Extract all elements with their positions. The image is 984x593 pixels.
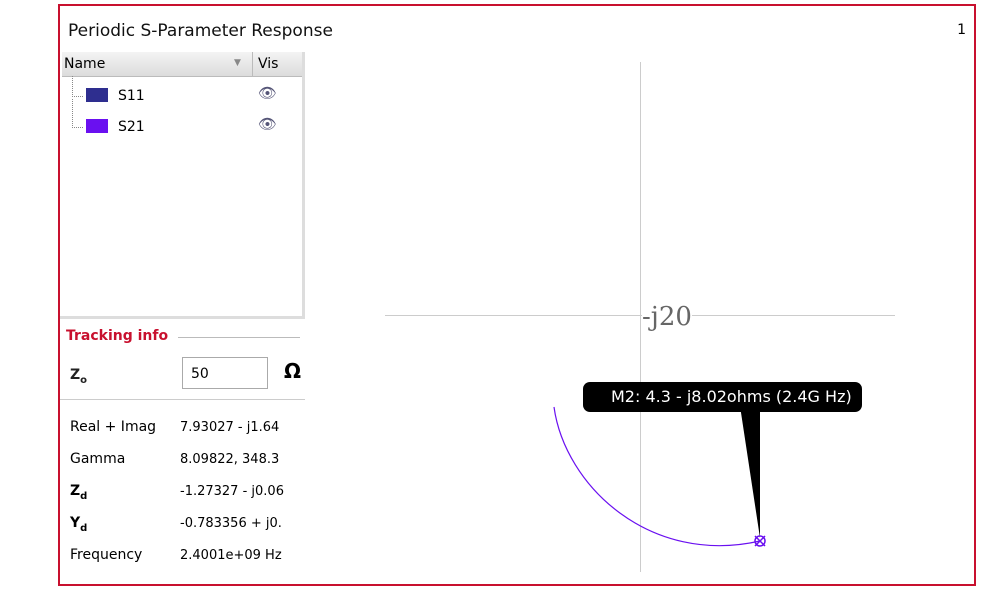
label-main: Z	[70, 483, 81, 499]
item-label: S21	[118, 119, 145, 135]
tree-panel: Name ▼ Vis S11 👁 S21 👁	[62, 52, 305, 317]
window: Periodic S-Parameter Response 1 Name ▼ V…	[58, 4, 976, 586]
visibility-icon[interactable]: 👁	[258, 84, 278, 102]
crosshair-h	[385, 315, 895, 316]
label-sub: d	[80, 490, 88, 502]
marker-cross	[754, 535, 766, 547]
tracking-title: Tracking info	[66, 328, 169, 344]
window-title: Periodic S-Parameter Response	[68, 21, 333, 41]
tree-line	[72, 76, 83, 97]
visibility-icon[interactable]: 👁	[258, 115, 278, 133]
tree-item[interactable]: S11 👁	[62, 76, 302, 108]
label-main: Real + Imag	[70, 419, 157, 435]
z0-input[interactable]: 50	[182, 357, 268, 389]
z0-sub: o	[80, 374, 88, 386]
tooltip-pointer	[740, 406, 760, 538]
axis-label: -j20	[642, 302, 692, 332]
trace	[553, 406, 761, 547]
separator	[178, 337, 300, 338]
row-label: Real + Imag	[70, 419, 156, 435]
tracking-panel: Tracking info Zo 50 Ω Real + Imag 7.93027…	[60, 316, 305, 587]
crosshair-v	[640, 62, 641, 572]
tree-item[interactable]: S21 👁	[62, 99, 302, 139]
z0-label: Zo	[70, 367, 87, 386]
marker[interactable]	[754, 535, 766, 547]
row-value: 8.09822, 348.3	[180, 452, 280, 467]
row-label: Frequency	[70, 547, 142, 563]
row-label: Zd	[70, 483, 87, 502]
row-value: 7.93027 - j1.64	[180, 420, 280, 435]
marker-tooltip: M2: 4.3 - j8.02ohms (2.4G Hz)	[583, 382, 862, 412]
tree-line	[72, 99, 83, 128]
label-main: Y	[70, 515, 81, 531]
label-main: Frequency	[70, 547, 143, 563]
row-label: Yd	[70, 515, 87, 534]
z0-unit: Ω	[284, 359, 302, 383]
swatch	[86, 119, 108, 133]
label-main: Gamma	[70, 451, 126, 467]
z0-main: Z	[70, 367, 81, 383]
row-value: 2.4001e+09 Hz	[180, 548, 282, 563]
swatch	[86, 88, 108, 102]
separator	[60, 399, 305, 400]
tree-header[interactable]: Name ▼ Vis	[62, 52, 302, 77]
label-sub: d	[80, 522, 88, 534]
row-value: -0.783356 + j0.	[180, 516, 282, 531]
row-label: Gamma	[70, 451, 125, 467]
page-number: 1	[957, 22, 966, 38]
item-label: S11	[118, 88, 145, 104]
plot-overlay	[553, 406, 766, 547]
column-name: Name	[64, 56, 106, 72]
sort-arrow: ▼	[234, 58, 241, 68]
row-value: -1.27327 - j0.06	[180, 484, 284, 499]
divider	[252, 52, 253, 76]
column-vis: Vis	[258, 56, 279, 72]
